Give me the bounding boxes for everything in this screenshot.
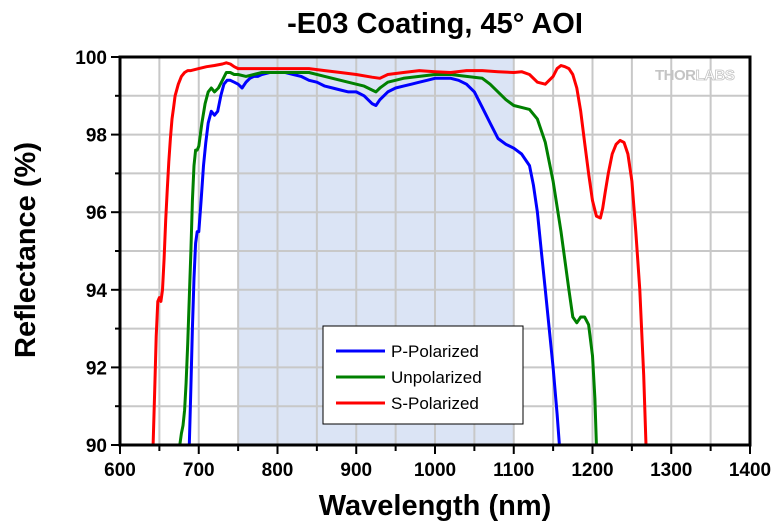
legend: P-Polarized Unpolarized S-Polarized	[322, 325, 524, 425]
y-tick-label: 96	[86, 203, 107, 224]
y-tick-label: 90	[86, 436, 107, 457]
x-tick-label: 1200	[571, 460, 613, 481]
y-tick-labels: 90 92 94 96 98 100	[75, 48, 107, 457]
series-line-unpolarized	[178, 71, 598, 445]
x-tick-label: 1000	[414, 460, 456, 481]
x-tick-label: 1400	[729, 460, 771, 481]
x-tick-label: 1300	[650, 460, 692, 481]
watermark-outline: LABS	[696, 67, 735, 84]
x-axis-label: Wavelength (nm)	[319, 490, 552, 522]
x-tick-label: 1100	[493, 460, 534, 481]
x-tick-label: 600	[104, 460, 136, 481]
svg-text:THORLABS: THORLABS	[655, 67, 735, 84]
chart-title: -E03 Coating, 45° AOI	[287, 8, 583, 40]
legend-label: S-Polarized	[391, 394, 479, 413]
series-line-s-polarized	[151, 61, 648, 445]
x-tick-labels: 600 700 800 900 1000 1100 1200 1300 1400	[104, 460, 771, 481]
legend-box	[322, 325, 524, 425]
y-tick-label: 94	[86, 281, 108, 302]
series-line-p-polarized	[187, 71, 561, 445]
legend-label: Unpolarized	[391, 368, 482, 387]
thorlabs-watermark: THORLABS	[655, 67, 736, 85]
series-group	[151, 61, 648, 445]
legend-label: P-Polarized	[391, 342, 479, 361]
y-axis-label: Reflectance (%)	[10, 142, 42, 358]
x-tick-label: 800	[262, 460, 294, 481]
x-tick-label: 900	[340, 460, 372, 481]
y-tick-label: 98	[86, 126, 107, 147]
watermark-bold: THOR	[655, 67, 696, 84]
y-tick-label: 100	[75, 48, 107, 69]
y-tick-label: 92	[86, 358, 107, 379]
x-tick-label: 700	[183, 460, 215, 481]
axis-ticks	[111, 56, 751, 454]
